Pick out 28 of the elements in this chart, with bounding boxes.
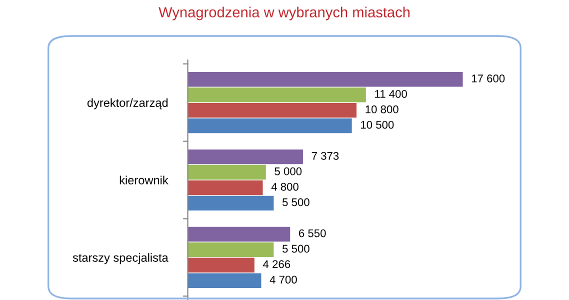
bar bbox=[188, 88, 366, 102]
data-label: 11 400 bbox=[375, 90, 407, 98]
data-label: 6 550 bbox=[299, 229, 326, 238]
y-tick-label: starszy specjalista bbox=[72, 253, 168, 264]
chart-title: Wynagrodzenia w wybranych miastach bbox=[158, 6, 410, 20]
data-label: 5 500 bbox=[282, 198, 310, 206]
bar bbox=[188, 118, 352, 134]
bar bbox=[188, 196, 274, 211]
data-label: 5 500 bbox=[282, 244, 310, 253]
data-label: 10 800 bbox=[366, 105, 398, 114]
bar bbox=[188, 149, 303, 164]
data-label: 17 600 bbox=[472, 74, 505, 82]
bar bbox=[188, 164, 266, 180]
y-tick-label: kierownik bbox=[120, 176, 168, 184]
y-tick-label: dyrektor/zarząd bbox=[87, 98, 168, 110]
data-label: 5 000 bbox=[274, 167, 302, 176]
data-label: 4 700 bbox=[270, 276, 297, 284]
data-label: 4 800 bbox=[271, 182, 298, 191]
data-label: 7 373 bbox=[312, 152, 339, 160]
bar bbox=[188, 102, 357, 118]
bar bbox=[188, 242, 274, 258]
bar bbox=[188, 258, 254, 272]
bar bbox=[188, 180, 263, 196]
bar bbox=[188, 273, 262, 288]
data-label: 10 500 bbox=[361, 120, 394, 129]
bar bbox=[188, 72, 463, 87]
bar bbox=[188, 226, 290, 242]
data-label: 4 266 bbox=[263, 260, 290, 268]
